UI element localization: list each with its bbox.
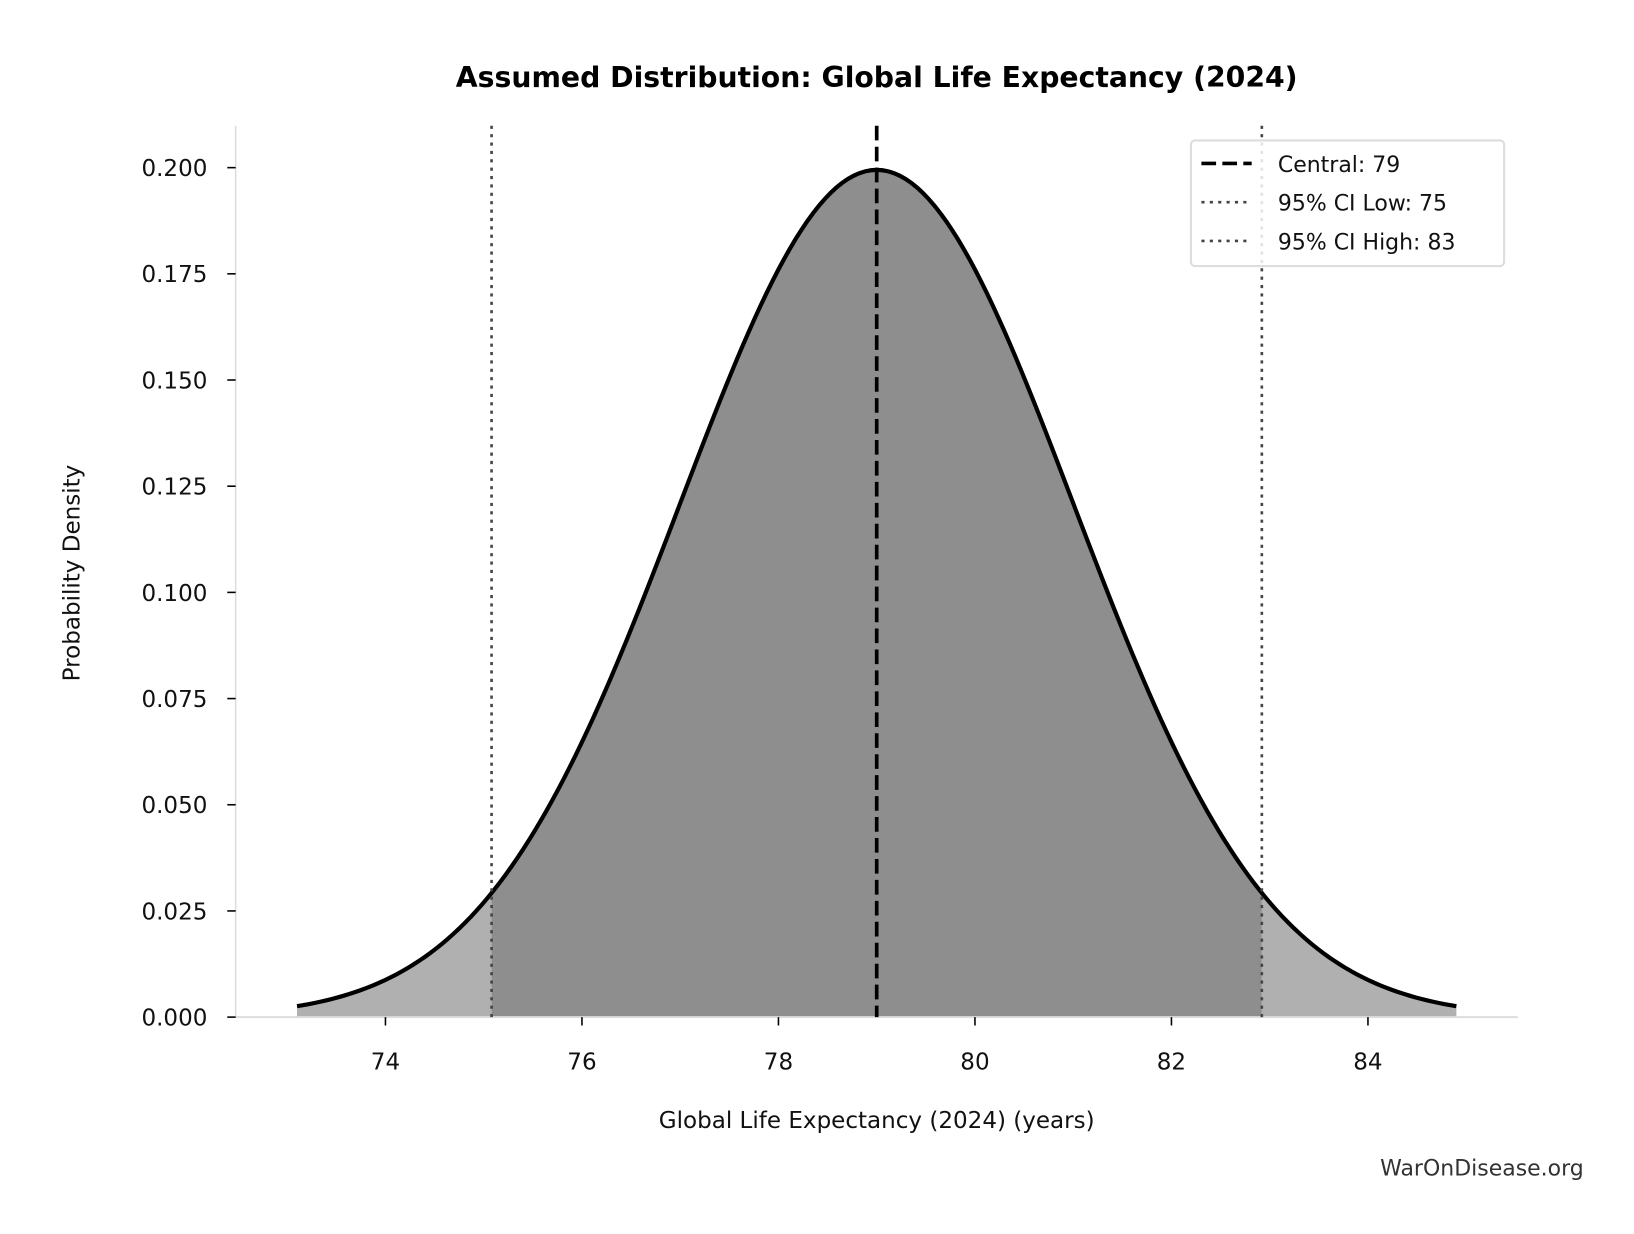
y-tick-label: 0.000 xyxy=(141,1006,207,1032)
legend-label-1: Central: 79 xyxy=(1278,153,1400,178)
y-tick-label: 0.150 xyxy=(141,368,207,394)
right-tail-area xyxy=(1261,893,1457,1018)
legend-box xyxy=(1189,139,1506,268)
x-tick-label: 82 xyxy=(1157,1049,1186,1075)
x-tick-label: 84 xyxy=(1353,1049,1382,1075)
chart-title: Assumed Distribution: Global Life Expect… xyxy=(456,61,1298,94)
y-tick-label: 0.050 xyxy=(141,793,207,819)
y-axis-label: Probability Density xyxy=(60,465,86,682)
y-tick-label: 0.200 xyxy=(141,156,207,182)
x-tick-label: 78 xyxy=(764,1049,793,1075)
y-tick-label: 0.025 xyxy=(141,899,207,925)
y-tick-label: 0.075 xyxy=(141,687,207,713)
y-tick-label: 0.125 xyxy=(141,475,207,501)
y-tick-label: 0.100 xyxy=(141,581,207,607)
x-tick-label: 76 xyxy=(567,1049,596,1075)
x-axis-label: Global Life Expectancy (2024) (years) xyxy=(659,1108,1095,1134)
x-tick-label: 74 xyxy=(371,1049,400,1075)
legend-label-2: 95% CI Low: 75 xyxy=(1278,192,1447,217)
plot-area: 74 76 78 80 82 84 0.000 0.025 0.050 0.075 0.100 0.1… xyxy=(141,125,1518,1075)
left-tail-area xyxy=(297,893,492,1018)
watermark: WarOnDisease.org xyxy=(1380,1156,1584,1181)
legend-label-3: 95% CI High: 83 xyxy=(1278,230,1456,255)
legend: Central: 79 95% CI Low: 75 95% CI High: 83 xyxy=(1189,139,1506,268)
x-tick-label: 80 xyxy=(960,1049,989,1075)
y-tick-label: 0.175 xyxy=(141,262,207,288)
